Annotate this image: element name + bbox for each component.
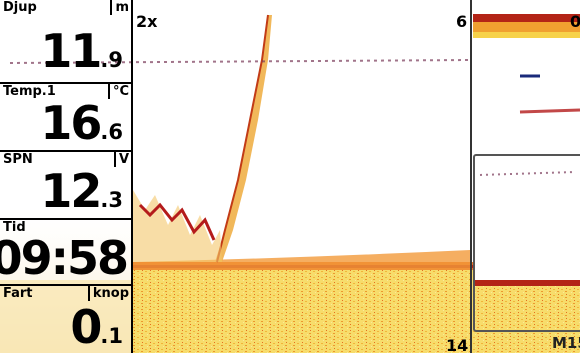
speed-label: Fart: [3, 286, 33, 301]
depth-label: Djup: [3, 0, 37, 15]
temperature-unit: °C: [107, 84, 129, 99]
speed-value: 0.1: [70, 300, 123, 353]
voltage-label: SPN: [3, 152, 33, 167]
speed-box: Fart knop 0.1: [0, 286, 131, 353]
time-value: 09:58: [0, 231, 129, 285]
time-box: Tid 09:58: [0, 220, 131, 286]
panel-divider: [131, 0, 133, 353]
depth-unit: m: [110, 0, 129, 15]
voltage-value: 12.3: [40, 164, 123, 218]
right-panel-divider: [470, 0, 472, 353]
time-label: Tid: [3, 220, 26, 235]
range-bottom-label: 14: [446, 336, 469, 353]
temperature-value: 16.6: [40, 96, 123, 150]
voltage-box: SPN V 12.3: [0, 152, 131, 220]
right-scale-label: M15: [552, 334, 580, 352]
zoom-label: 2x: [136, 12, 158, 31]
temperature-box: Temp.1 °C 16.6: [0, 84, 131, 152]
zoom-window-frame: [473, 154, 580, 332]
depth-value: 11.9: [40, 24, 123, 78]
voltage-unit: V: [113, 152, 129, 167]
speed-unit: knop: [87, 286, 129, 301]
depth-box: Djup m 11.9: [0, 0, 131, 84]
right-top-label: 0: [570, 12, 580, 31]
temperature-label: Temp.1: [3, 84, 56, 99]
range-top-label: 6: [456, 12, 468, 31]
